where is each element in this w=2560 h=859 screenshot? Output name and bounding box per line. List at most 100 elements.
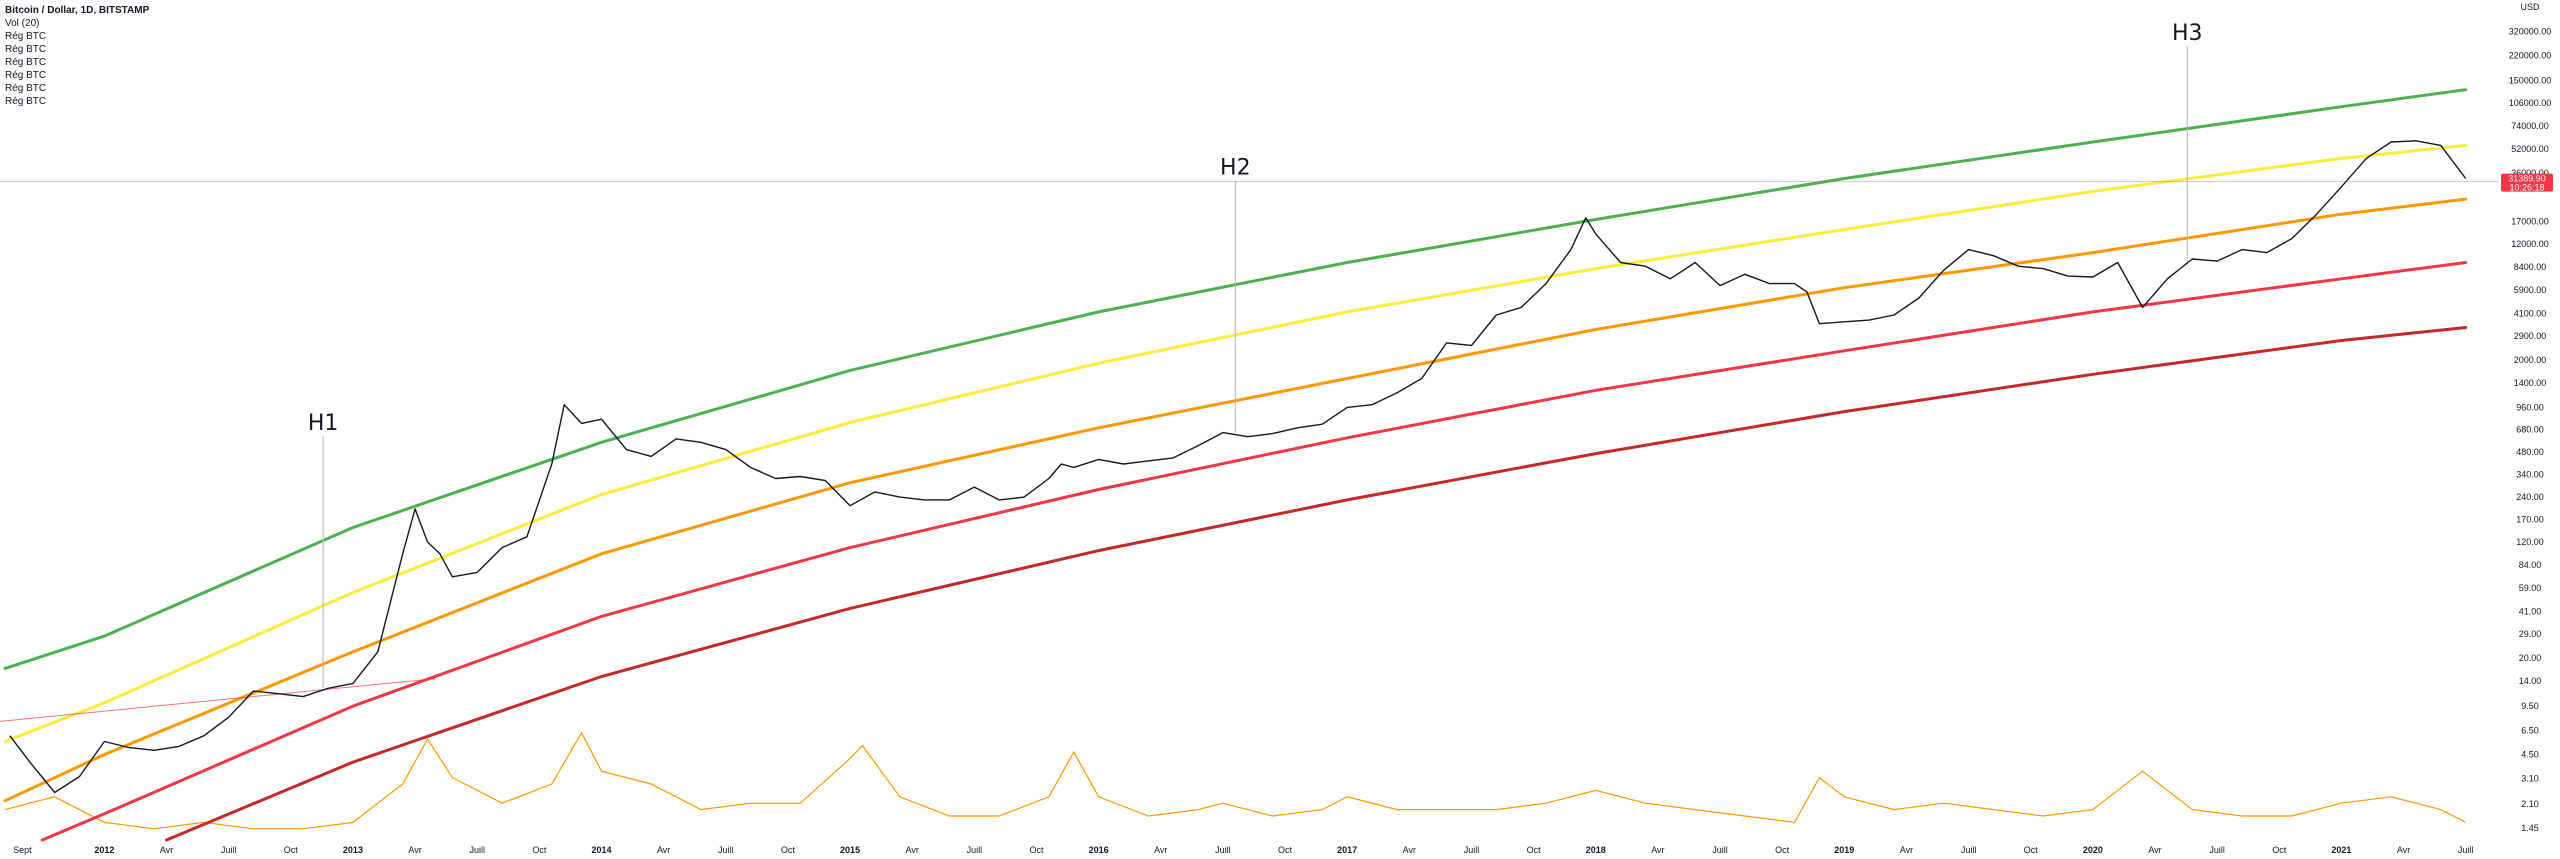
x-tick-label: Oct <box>532 845 547 855</box>
x-tick-label: 2017 <box>1337 845 1357 855</box>
y-tick-label: 2900.00 <box>2514 331 2547 341</box>
x-tick-label: Oct <box>1278 845 1293 855</box>
symbol-title[interactable]: Bitcoin / Dollar, 1D, BITSTAMP <box>5 5 150 16</box>
regression-indicator-label[interactable]: Rég BTC <box>5 44 47 55</box>
x-tick-label: Avr <box>408 845 421 855</box>
currency-label: USD <box>2520 2 2540 12</box>
x-tick-label: Juill <box>718 845 734 855</box>
x-tick-label: Juill <box>1215 845 1231 855</box>
x-tick-label: Sept <box>13 845 32 855</box>
regression-indicator-label[interactable]: Rég BTC <box>5 70 47 81</box>
volume-line <box>4 731 2466 830</box>
y-tick-label: 12000.00 <box>2511 239 2549 249</box>
y-tick-label: 14.00 <box>2519 676 2542 686</box>
x-tick-label: Oct <box>2272 845 2287 855</box>
y-tick-label: 20.00 <box>2519 653 2542 663</box>
x-tick-label: Avr <box>906 845 919 855</box>
y-tick-label: 36000.00 <box>2511 168 2549 178</box>
y-tick-label: 106000.00 <box>2509 98 2552 108</box>
x-tick-label: 2021 <box>2331 845 2351 855</box>
x-tick-label: Juill <box>221 845 237 855</box>
y-tick-label: 120.00 <box>2516 537 2544 547</box>
bar-countdown: 10:26:18 <box>2509 183 2544 193</box>
chart-legend: Bitcoin / Dollar, 1D, BITSTAMP Vol (20) … <box>5 4 149 108</box>
y-tick-label: 4.50 <box>2521 749 2539 759</box>
y-tick-label: 480.00 <box>2516 447 2544 457</box>
regression-indicator-label[interactable]: Rég BTC <box>5 57 47 68</box>
x-tick-label: Juill <box>1961 845 1977 855</box>
y-tick-label: 59.00 <box>2519 583 2542 593</box>
y-tick-label: 240.00 <box>2516 492 2544 502</box>
y-tick-label: 2.10 <box>2521 799 2539 809</box>
x-tick-label: Juill <box>967 845 983 855</box>
x-tick-label: Oct <box>781 845 796 855</box>
y-tick-label: 320000.00 <box>2509 26 2552 36</box>
y-tick-label: 9.50 <box>2521 701 2539 711</box>
x-tick-label: 2019 <box>1834 845 1854 855</box>
x-tick-label: 2015 <box>840 845 860 855</box>
x-tick-label: Avr <box>1154 845 1167 855</box>
y-tick-label: 150000.00 <box>2509 75 2552 85</box>
annotation-label: H2 <box>1220 156 1251 181</box>
x-tick-label: Avr <box>2397 845 2410 855</box>
regression-band-5 <box>165 326 2468 842</box>
x-tick-label: Juill <box>1712 845 1728 855</box>
x-tick-label: Avr <box>1403 845 1416 855</box>
y-tick-label: 170.00 <box>2516 514 2544 524</box>
x-tick-label: Avr <box>2148 845 2161 855</box>
regression-indicator-label[interactable]: Rég BTC <box>5 83 47 94</box>
y-tick-label: 52000.00 <box>2511 144 2549 154</box>
x-tick-label: Juill <box>2209 845 2225 855</box>
y-tick-label: 1400.00 <box>2514 378 2547 388</box>
x-tick-label: 2016 <box>1089 845 1109 855</box>
price-series <box>0 140 2498 794</box>
y-tick-label: 6.50 <box>2521 726 2539 736</box>
x-tick-label: 2018 <box>1586 845 1606 855</box>
y-tick-label: 8400.00 <box>2514 262 2547 272</box>
x-tick-label: 2014 <box>591 845 611 855</box>
x-tick-label: Juill <box>1464 845 1480 855</box>
y-tick-label: 2000.00 <box>2514 355 2547 365</box>
x-tick-label: 2012 <box>94 845 114 855</box>
last-price-tag <box>2501 173 2553 192</box>
x-axis[interactable]: Sept 2012 Avr Juill Oct 2013 Avr Juill Oct 2014 Av… <box>13 845 2473 855</box>
regression-bands <box>0 88 2468 842</box>
annotation-label: H3 <box>2172 21 2203 46</box>
y-tick-label: 960.00 <box>2516 402 2544 412</box>
x-tick-label: Oct <box>1527 845 1542 855</box>
volume-layer <box>4 731 2466 830</box>
price-line <box>9 140 2467 794</box>
x-tick-label: Oct <box>284 845 299 855</box>
regression-band-1 <box>3 88 2468 670</box>
last-price-value: 31389.90 <box>2508 174 2546 184</box>
x-tick-label: Avr <box>160 845 173 855</box>
x-tick-label: Oct <box>1029 845 1044 855</box>
volume-indicator-label[interactable]: Vol (20) <box>5 18 40 29</box>
y-tick-label: 340.00 <box>2516 470 2544 480</box>
x-tick-label: 2013 <box>343 845 363 855</box>
y-tick-label: 3.10 <box>2521 774 2539 784</box>
y-tick-label: 17000.00 <box>2511 216 2549 226</box>
y-tick-label: 84.00 <box>2519 560 2542 570</box>
x-tick-label: Oct <box>2024 845 2039 855</box>
x-tick-label: Avr <box>657 845 670 855</box>
x-tick-label: Oct <box>1775 845 1790 855</box>
regression-line <box>0 678 436 722</box>
x-tick-label: Avr <box>1900 845 1913 855</box>
x-tick-label: 2020 <box>2083 845 2103 855</box>
y-axis[interactable]: 320000.00 220000.00 150000.00 106000.00 7400… <box>2509 26 2552 832</box>
regression-band-2 <box>3 143 2468 743</box>
regression-band-4 <box>40 261 2468 842</box>
y-tick-label: 74000.00 <box>2511 121 2549 131</box>
y-tick-label: 29.00 <box>2519 629 2542 639</box>
x-tick-label: Avr <box>1651 845 1664 855</box>
x-tick-label: Juill <box>2458 845 2474 855</box>
regression-indicator-label[interactable]: Rég BTC <box>5 31 47 42</box>
x-tick-label: Juill <box>469 845 485 855</box>
y-tick-label: 680.00 <box>2516 425 2544 435</box>
y-tick-label: 5900.00 <box>2514 285 2547 295</box>
regression-indicator-label[interactable]: Rég BTC <box>5 96 47 107</box>
y-tick-label: 220000.00 <box>2509 51 2552 61</box>
